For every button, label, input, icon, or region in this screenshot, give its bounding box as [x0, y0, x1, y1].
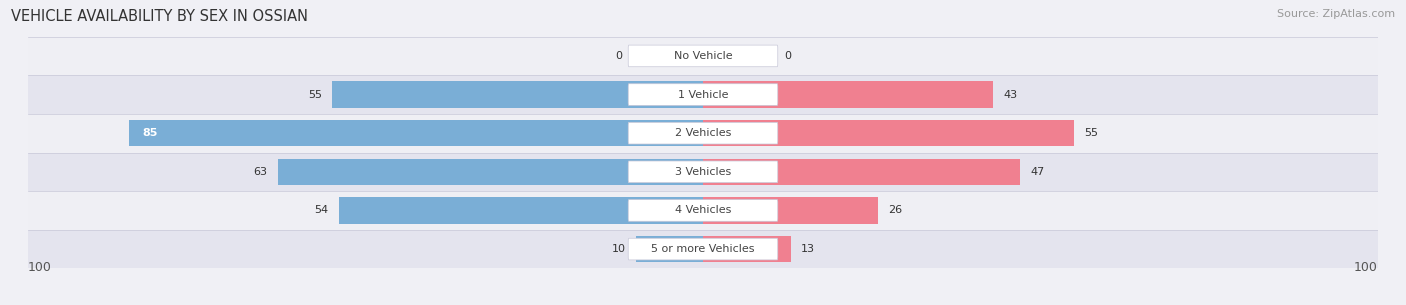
Bar [703, 197, 879, 224]
Text: 100: 100 [1354, 261, 1378, 274]
Bar [703, 81, 993, 108]
Text: 26: 26 [889, 206, 903, 215]
Bar [703, 120, 1074, 146]
Text: 5 or more Vehicles: 5 or more Vehicles [651, 244, 755, 254]
Bar [636, 236, 703, 262]
Bar [28, 230, 1378, 268]
FancyBboxPatch shape [628, 238, 778, 260]
Bar [129, 120, 703, 146]
Text: 10: 10 [612, 244, 626, 254]
FancyBboxPatch shape [628, 45, 778, 67]
FancyBboxPatch shape [628, 122, 778, 144]
Text: 100: 100 [28, 261, 52, 274]
Text: 13: 13 [801, 244, 815, 254]
Bar [28, 152, 1378, 191]
Text: 63: 63 [253, 167, 267, 177]
Text: No Vehicle: No Vehicle [673, 51, 733, 61]
Bar [278, 159, 703, 185]
Bar [703, 236, 790, 262]
Bar [332, 81, 703, 108]
Text: VEHICLE AVAILABILITY BY SEX IN OSSIAN: VEHICLE AVAILABILITY BY SEX IN OSSIAN [11, 9, 308, 24]
Bar [339, 197, 703, 224]
Text: 85: 85 [143, 128, 159, 138]
Text: Source: ZipAtlas.com: Source: ZipAtlas.com [1277, 9, 1395, 19]
Text: 0: 0 [785, 51, 792, 61]
Text: 4 Vehicles: 4 Vehicles [675, 206, 731, 215]
Bar [28, 191, 1378, 230]
Text: 3 Vehicles: 3 Vehicles [675, 167, 731, 177]
FancyBboxPatch shape [628, 84, 778, 105]
Text: 1 Vehicle: 1 Vehicle [678, 90, 728, 99]
Text: 0: 0 [614, 51, 621, 61]
Bar [28, 114, 1378, 152]
FancyBboxPatch shape [628, 200, 778, 221]
FancyBboxPatch shape [628, 161, 778, 183]
Text: 55: 55 [308, 90, 322, 99]
Bar [703, 159, 1021, 185]
Text: 55: 55 [1084, 128, 1098, 138]
Text: 43: 43 [1004, 90, 1018, 99]
Bar [28, 37, 1378, 75]
Text: 47: 47 [1031, 167, 1045, 177]
Text: 2 Vehicles: 2 Vehicles [675, 128, 731, 138]
Bar [28, 75, 1378, 114]
Text: 54: 54 [315, 206, 329, 215]
